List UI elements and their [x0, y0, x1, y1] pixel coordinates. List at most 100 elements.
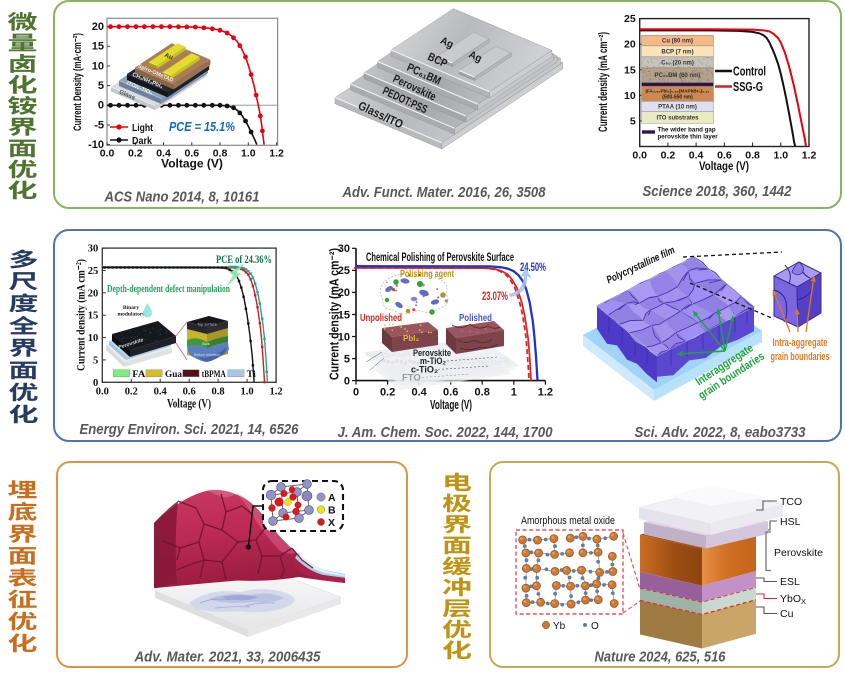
svg-text:-5: -5 — [94, 119, 104, 131]
svg-text:0.2: 0.2 — [380, 387, 395, 399]
svg-text:10: 10 — [624, 90, 636, 102]
svg-text:Perovskite: Perovskite — [413, 348, 451, 358]
svg-text:Adv. Mater. 2021, 33, 2006435: Adv. Mater. 2021, 33, 2006435 — [134, 650, 322, 666]
svg-text:0.4: 0.4 — [689, 150, 704, 162]
svg-text:B: B — [328, 504, 336, 516]
svg-text:10: 10 — [92, 60, 104, 72]
svg-text:缓: 缓 — [442, 551, 473, 580]
svg-text:C₆₀ (20 nm): C₆₀ (20 nm) — [661, 60, 694, 66]
svg-text:BCP (7 nm): BCP (7 nm) — [661, 49, 693, 55]
svg-text:Adv. Funct. Mater. 2016, 26, 3: Adv. Funct. Mater. 2016, 26, 3508 — [342, 185, 547, 201]
svg-text:0.6: 0.6 — [443, 387, 458, 399]
svg-text:X: X — [328, 517, 335, 529]
svg-text:Current density (mA cm⁻²): Current density (mA cm⁻²) — [328, 248, 342, 380]
svg-text:0.4: 0.4 — [154, 386, 168, 397]
svg-text:化: 化 — [8, 175, 38, 204]
svg-text:化: 化 — [8, 69, 38, 98]
svg-text:Current density (mA cm⁻²): Current density (mA cm⁻²) — [598, 32, 610, 132]
svg-text:Ti: Ti — [247, 369, 257, 379]
svg-text:优: 优 — [9, 377, 39, 406]
svg-text:YbOX: YbOX — [780, 593, 806, 606]
svg-text:15: 15 — [624, 64, 636, 76]
svg-text:Intra-aggregate: Intra-aggregate — [773, 337, 828, 349]
svg-text:优: 优 — [8, 154, 38, 183]
svg-text:1.0: 1.0 — [773, 150, 788, 162]
svg-text:微: 微 — [8, 6, 39, 35]
svg-text:1: 1 — [511, 387, 517, 399]
svg-text:FA: FA — [132, 369, 146, 379]
svg-text:面: 面 — [442, 530, 472, 559]
svg-text:Voltage (V): Voltage (V) — [430, 398, 472, 412]
svg-text:15: 15 — [338, 309, 350, 321]
svg-text:Top surface: Top surface — [197, 323, 217, 327]
svg-text:多: 多 — [9, 244, 39, 273]
svg-text:-10: -10 — [88, 139, 104, 151]
svg-text:20: 20 — [88, 288, 99, 299]
svg-text:度: 度 — [9, 288, 39, 317]
svg-text:界: 界 — [9, 332, 39, 361]
svg-text:底: 底 — [8, 496, 38, 525]
svg-text:面: 面 — [8, 540, 38, 569]
svg-text:层: 层 — [442, 593, 472, 622]
svg-text:Voltage (V): Voltage (V) — [161, 156, 223, 170]
svg-text:Unpolished: Unpolished — [360, 312, 402, 324]
svg-text:铵: 铵 — [8, 90, 38, 119]
svg-text:5: 5 — [344, 353, 350, 365]
svg-text:1.2: 1.2 — [538, 387, 553, 399]
svg-text:Bulk: Bulk — [202, 342, 209, 346]
svg-text:Bottom interface: Bottom interface — [194, 353, 220, 357]
svg-text:20: 20 — [338, 287, 350, 299]
svg-text:perovskite thin layer: perovskite thin layer — [658, 134, 719, 141]
svg-text:征: 征 — [8, 584, 38, 613]
svg-text:25: 25 — [338, 265, 350, 277]
svg-text:Cu (80 nm): Cu (80 nm) — [662, 39, 693, 45]
svg-text:电: 电 — [442, 467, 472, 496]
svg-text:面: 面 — [9, 355, 39, 384]
svg-text:量: 量 — [8, 27, 38, 56]
svg-text:化: 化 — [8, 628, 38, 657]
svg-text:m-TiO₂: m-TiO₂ — [420, 356, 446, 366]
svg-text:Voltage (V): Voltage (V) — [699, 159, 749, 173]
svg-text:Cu: Cu — [780, 608, 794, 620]
svg-text:0: 0 — [93, 378, 98, 389]
svg-text:SSG-G: SSG-G — [733, 80, 763, 94]
svg-text:23.07%: 23.07% — [482, 291, 508, 303]
svg-text:1.0: 1.0 — [241, 386, 254, 397]
svg-text:modulators: modulators — [118, 312, 145, 318]
svg-text:0.0: 0.0 — [96, 386, 109, 397]
svg-text:化: 化 — [442, 635, 472, 664]
svg-text:tBPMA: tBPMA — [202, 369, 226, 379]
svg-text:Science 2018, 360, 1442: Science 2018, 360, 1442 — [643, 184, 792, 200]
svg-text:10: 10 — [338, 331, 350, 343]
svg-text:面: 面 — [8, 133, 38, 162]
svg-text:Ag: Ag — [467, 49, 484, 65]
svg-text:0.8: 0.8 — [475, 387, 490, 399]
svg-text:Current density (mA cm⁻²): Current density (mA cm⁻²) — [74, 259, 88, 371]
svg-text:Polishing agent: Polishing agent — [400, 269, 454, 280]
svg-text:0: 0 — [353, 387, 359, 399]
svg-text:1.2: 1.2 — [270, 386, 283, 397]
svg-text:Control: Control — [733, 65, 766, 79]
svg-text:表: 表 — [8, 562, 38, 591]
svg-text:界: 界 — [8, 111, 38, 140]
svg-text:A: A — [328, 492, 336, 504]
svg-text:ITO substrates: ITO substrates — [657, 116, 700, 122]
svg-text:0.8: 0.8 — [745, 150, 760, 162]
svg-text:20: 20 — [624, 39, 636, 51]
svg-text:O: O — [591, 621, 599, 632]
svg-text:Depth-dependent defect manipul: Depth-dependent defect manipulation — [107, 283, 230, 295]
svg-text:Dark: Dark — [132, 135, 152, 147]
svg-text:Binary: Binary — [123, 305, 139, 311]
svg-text:5: 5 — [630, 115, 636, 127]
svg-text:0.6: 0.6 — [184, 147, 199, 159]
svg-text:1.2: 1.2 — [269, 147, 284, 159]
svg-text:(FA₀.₈₃PbI₃)₀.₈₅(MAPbBr₃)₀.₁₅: (FA₀.₈₃PbI₃)₀.₈₅(MAPbBr₃)₀.₁₅ — [645, 89, 709, 94]
svg-text:ACS Nano 2014, 8, 10161: ACS Nano 2014, 8, 10161 — [104, 190, 260, 206]
svg-text:0.4: 0.4 — [411, 387, 427, 399]
svg-text:Sci. Adv. 2022, 8, eabo3733: Sci. Adv. 2022, 8, eabo3733 — [635, 425, 806, 441]
svg-text:0.8: 0.8 — [213, 147, 228, 159]
svg-text:优: 优 — [8, 606, 38, 635]
svg-text:15: 15 — [88, 311, 99, 322]
svg-text:埋: 埋 — [8, 474, 38, 503]
svg-text:Gua: Gua — [165, 369, 183, 379]
